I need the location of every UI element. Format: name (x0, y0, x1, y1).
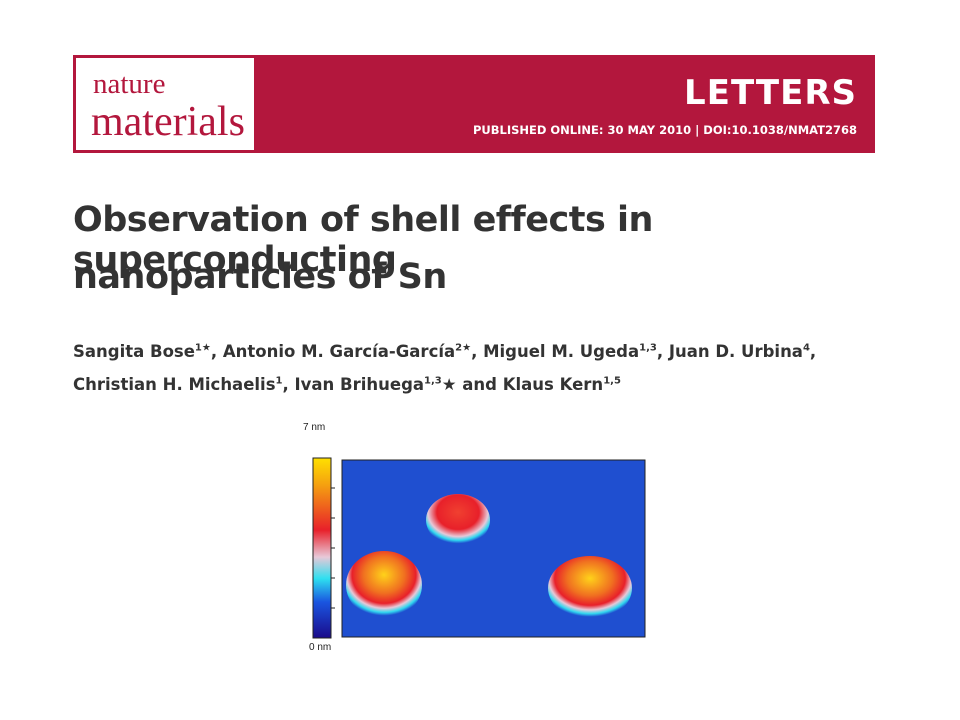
journal-header: nature materials LETTERS PUBLISHED ONLIN… (73, 55, 875, 153)
affiliation: 1 (275, 375, 283, 387)
logo-text: nature (93, 68, 166, 100)
publication-info: PUBLISHED ONLINE: 30 MAY 2010 | DOI:10.1… (472, 123, 857, 137)
author-name: , (809, 342, 817, 361)
journal-logo: nature materials (76, 58, 254, 150)
nanoparticle (548, 556, 632, 620)
scale-label: 7 nm (303, 422, 326, 433)
colorbar-ticks (331, 487, 335, 609)
author-name: , Miguel M. Ugeda (471, 342, 640, 361)
affiliation: 2★ (455, 342, 472, 354)
paper-title: Observation of shell effects in supercon… (73, 200, 653, 280)
author-name: , Antonio M. García-García (210, 342, 456, 361)
affiliation: 1★ (194, 342, 211, 354)
author-name: , Juan D. Urbina (656, 342, 803, 361)
scale-label: 0 nm (309, 642, 332, 653)
author-name: ★ and Klaus Kern (441, 375, 604, 394)
section-label: LETTERS (684, 73, 857, 113)
author-name: Christian H. Michaelis (73, 375, 276, 394)
affiliation: 1,3 (424, 375, 442, 387)
affiliation: 4 (802, 342, 810, 354)
logo-text: materials (91, 99, 245, 145)
author-line: Sangita Bose1★, Antonio M. García-García… (73, 342, 816, 361)
author-name: , Ivan Brihuega (282, 375, 425, 394)
author-name: Sangita Bose (73, 342, 195, 361)
nanoparticle (426, 494, 490, 546)
affiliation: 1,5 (603, 375, 621, 387)
affiliation: 1,3 (639, 342, 657, 354)
nanoparticle (346, 551, 422, 619)
paper-title: nanoparticles of Sn (73, 257, 447, 297)
colorbar (312, 457, 332, 639)
author-line: Christian H. Michaelis1, Ivan Brihuega1,… (73, 375, 621, 394)
